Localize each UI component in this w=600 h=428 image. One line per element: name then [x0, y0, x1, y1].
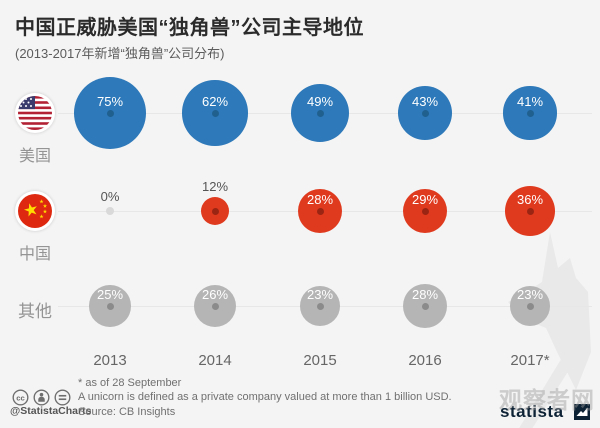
page-title: 中国正威胁美国“独角兽”公司主导地位	[15, 17, 364, 39]
cc-icon: cc	[12, 389, 29, 406]
unicorn-watermark-icon	[508, 232, 591, 428]
bubble-center-dot	[316, 302, 324, 310]
bubble-value-label: 29%	[411, 192, 439, 207]
bubble-center-dot	[526, 207, 534, 215]
cc-license-icons: cc	[12, 389, 71, 406]
bubble-center-dot	[421, 109, 429, 117]
bubble-value-label: 49%	[306, 94, 334, 109]
statista-charts-credit: @StatistaCharts	[10, 405, 92, 417]
bubble-value-label: 75%	[96, 94, 124, 109]
bubble-value-label: 23%	[516, 287, 544, 302]
year-label-2013: 2013	[93, 352, 127, 369]
row-label-others: 其他	[18, 302, 52, 321]
bubble-center-dot	[316, 207, 324, 215]
bubble-value-label: 28%	[411, 287, 439, 302]
site-watermark: 观察者网	[499, 387, 595, 413]
usa-flag-icon	[15, 93, 55, 133]
page-subtitle: (2013-2017年新增“独角兽”公司分布)	[15, 46, 225, 61]
bubble-center-dot	[421, 302, 429, 310]
bubble-value-label: 36%	[516, 192, 544, 207]
bubble-center-dot	[211, 109, 219, 117]
footnote-definition: A unicorn is defined as a private compan…	[78, 391, 452, 403]
year-label-2014: 2014	[198, 352, 232, 369]
year-label-2015: 2015	[303, 352, 337, 369]
source-note: Source: CB Insights	[78, 406, 176, 418]
bubble-center-dot	[316, 109, 324, 117]
bubble-center-dot	[211, 207, 219, 215]
row-label-china: 中国	[18, 246, 51, 263]
bubble-value-label: 41%	[516, 94, 544, 109]
svg-text:cc: cc	[16, 393, 25, 402]
statista-logo-icon	[574, 404, 590, 420]
bubble-value-label: 23%	[306, 287, 334, 302]
bubble-center-dot	[106, 302, 114, 310]
bubble-center-dot	[106, 109, 114, 117]
bubble-value-label: 28%	[306, 192, 334, 207]
footnote-asterisk: * as of 28 September	[78, 377, 182, 389]
china-flag-icon	[15, 191, 55, 231]
bubble-value-label: 26%	[201, 287, 229, 302]
bubble-value-label: 43%	[411, 94, 439, 109]
year-label-2017*: 2017*	[510, 352, 550, 369]
row-label-usa: 美国	[18, 148, 51, 165]
bubble-value-label: 25%	[96, 287, 124, 302]
equal-icon	[54, 389, 71, 406]
bubble-value-label: 0%	[100, 189, 120, 204]
bubble-center-dot	[526, 109, 534, 117]
bubble-center-dot	[211, 302, 219, 310]
zero-marker	[106, 207, 114, 215]
bubble-value-label: 62%	[201, 94, 229, 109]
attribution-icon	[33, 389, 50, 406]
bubble-center-dot	[421, 207, 429, 215]
statista-logo: statista	[500, 402, 564, 421]
bubble-center-dot	[526, 302, 534, 310]
bubble-value-label: 12%	[201, 178, 229, 194]
year-label-2016: 2016	[408, 352, 442, 369]
